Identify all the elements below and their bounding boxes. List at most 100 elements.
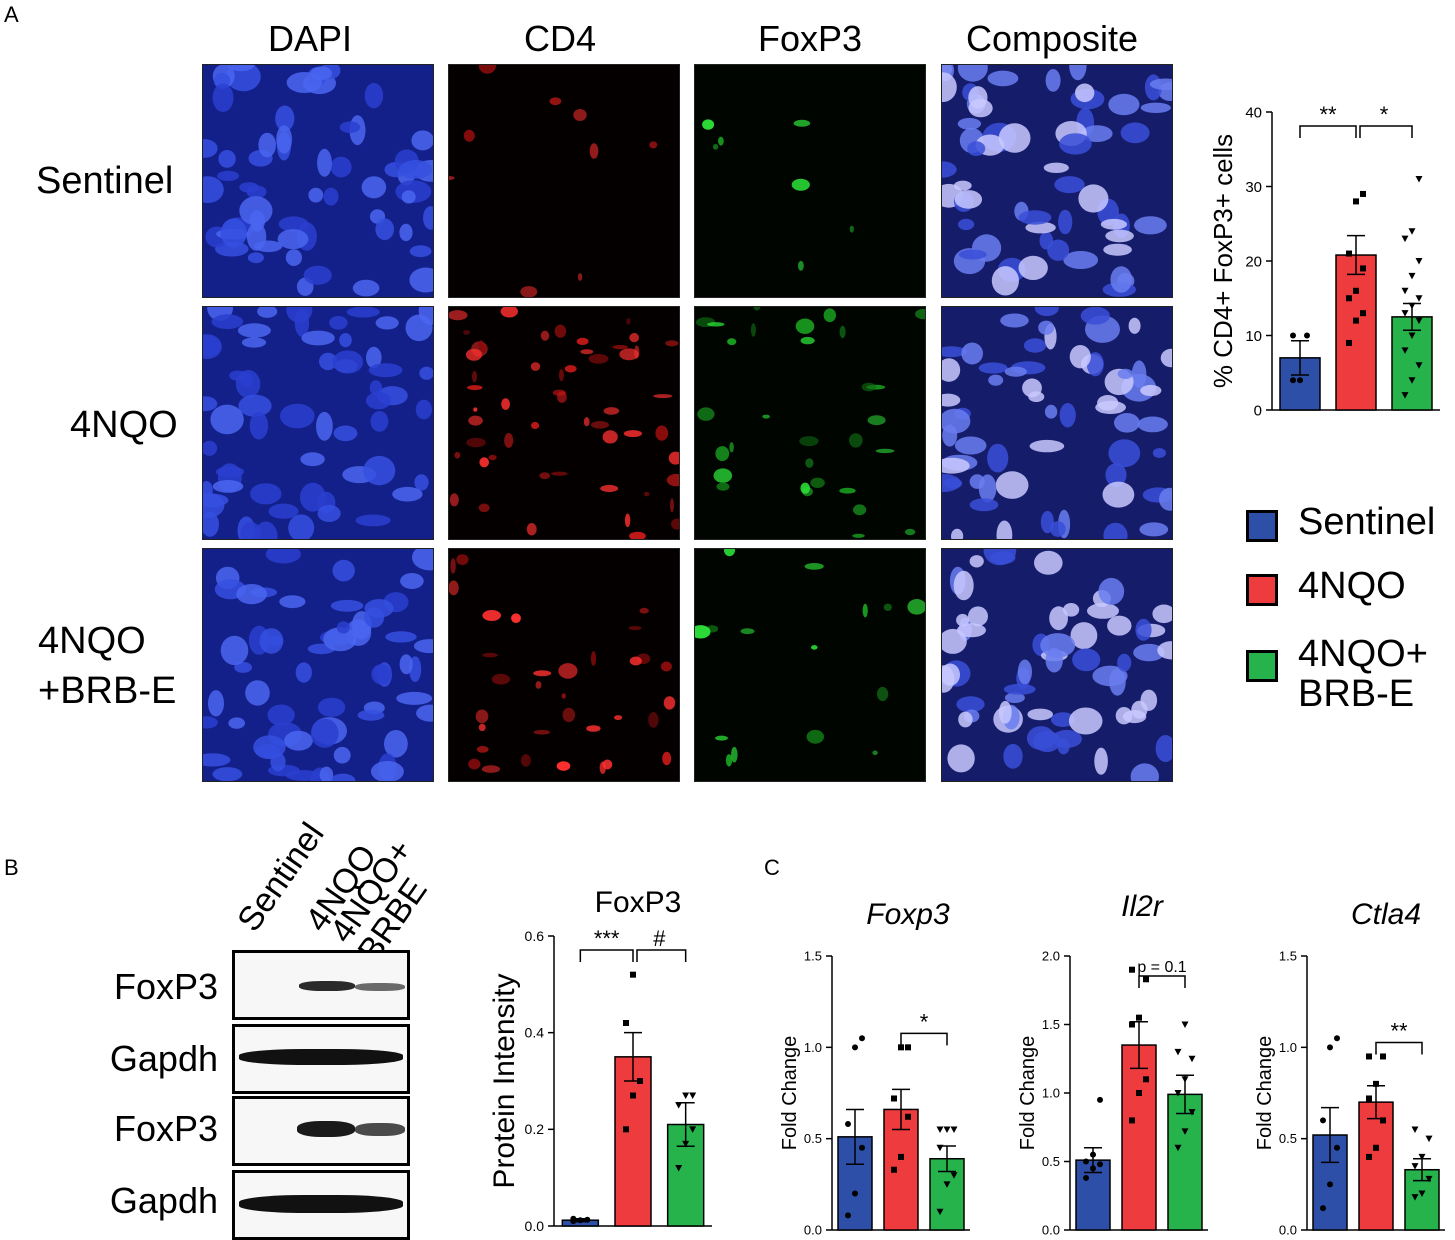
data-point	[1174, 1144, 1182, 1152]
data-point	[1425, 1135, 1433, 1143]
data-point	[1136, 1014, 1142, 1021]
bar-2	[1391, 316, 1433, 411]
data-point	[852, 1190, 858, 1197]
significance-bracket	[636, 949, 687, 962]
data-point	[1401, 235, 1409, 243]
data-point	[1401, 347, 1409, 354]
band	[299, 981, 355, 991]
legend-item-sentinel: Sentinel	[1246, 502, 1435, 542]
data-point	[1401, 287, 1409, 295]
bar-2	[1167, 1093, 1203, 1231]
data-point	[1174, 1048, 1182, 1056]
y-tick-label: 10	[1245, 328, 1262, 345]
data-point	[845, 1121, 851, 1128]
panel-label-b: B	[4, 855, 19, 880]
y-tick-label: 0.5	[1042, 1154, 1060, 1169]
band	[297, 1121, 355, 1137]
data-point	[637, 1078, 643, 1084]
data-point	[1327, 1044, 1333, 1051]
chart-title-ctla4-gene: Ctla4	[1350, 898, 1422, 931]
data-point	[936, 1126, 944, 1134]
data-point	[1346, 295, 1352, 302]
significance-bracket	[1138, 975, 1186, 988]
significance-bracket	[900, 1032, 948, 1046]
chart-foxp3-protein-intensity: 0.0 0.2 0.4 0.6 Protein Intensity *** #	[488, 926, 712, 1234]
data-point	[1320, 1117, 1326, 1124]
legend-swatch-4nqo-brbe	[1246, 650, 1278, 682]
data-point	[1418, 1153, 1426, 1161]
data-point	[891, 1095, 897, 1102]
data-point	[905, 1113, 911, 1120]
data-point	[1083, 1174, 1089, 1181]
micrograph-composite-row-2	[941, 306, 1173, 540]
data-point	[630, 1092, 636, 1099]
y-tick-label: 1.0	[804, 1040, 822, 1055]
data-point	[1181, 1021, 1189, 1028]
y-tick-label: 1.5	[1042, 1017, 1060, 1032]
data-point	[1408, 377, 1416, 384]
blot-gapdh-2	[232, 1170, 410, 1240]
micrograph-foxp3-row-2	[694, 306, 926, 540]
significance-bracket	[1375, 1041, 1423, 1055]
significance-label: ***	[594, 926, 620, 951]
data-point	[905, 1044, 911, 1051]
data-point	[1174, 1090, 1182, 1097]
y-axis-label: Fold Change	[779, 1036, 801, 1151]
data-point	[570, 1215, 577, 1222]
data-point	[1373, 1144, 1379, 1151]
data-point	[1320, 1205, 1326, 1212]
data-point	[1097, 1096, 1103, 1103]
data-point	[1327, 1181, 1333, 1188]
blot-foxp3-1	[232, 950, 410, 1020]
data-point	[1353, 317, 1359, 324]
bar-1	[614, 1056, 652, 1227]
data-point	[1380, 1117, 1386, 1124]
significance-label: p = 0.1	[1137, 959, 1186, 976]
y-tick-label: 1.5	[1279, 949, 1297, 964]
y-tick-label: 1.0	[1279, 1040, 1297, 1055]
y-axis-label: % CD4+ FoxP3+ cells	[1208, 134, 1238, 388]
panel-label-c: C	[764, 855, 780, 880]
data-point	[675, 1165, 683, 1172]
data-point	[1181, 1076, 1189, 1083]
bar-1	[1335, 254, 1377, 411]
data-point	[1408, 302, 1416, 310]
y-axis-label: Fold Change	[1254, 1036, 1276, 1151]
data-point	[1380, 1053, 1386, 1060]
y-tick-label: 2.0	[1042, 949, 1060, 964]
data-point	[859, 1035, 865, 1042]
panel-label-a: A	[4, 2, 19, 27]
data-point	[1360, 190, 1366, 197]
data-point	[682, 1092, 690, 1099]
data-point	[1366, 1095, 1372, 1102]
band	[239, 1049, 403, 1065]
data-point	[1188, 1055, 1196, 1063]
band	[355, 983, 405, 991]
blot-gapdh-1	[232, 1024, 410, 1094]
data-point	[1181, 1128, 1189, 1135]
data-point	[1366, 1153, 1372, 1160]
micrograph-cd4-row-1	[448, 64, 680, 298]
micrograph-foxp3-row-3	[694, 548, 926, 782]
legend-swatch-4nqo	[1246, 574, 1278, 606]
legend-item-4nqo: 4NQO	[1246, 566, 1406, 606]
data-point	[623, 1126, 629, 1133]
data-point	[1418, 1190, 1426, 1197]
data-point	[584, 1216, 591, 1223]
chart-title-il2r-gene: Il2r	[1121, 890, 1163, 923]
y-tick-label: 1.0	[1042, 1086, 1060, 1101]
significance-label: **	[1319, 102, 1337, 127]
data-point	[1334, 1144, 1340, 1151]
bar-1	[1358, 1101, 1394, 1231]
micrograph-dapi-row-3	[202, 548, 434, 782]
y-tick-label: 0.0	[804, 1223, 822, 1238]
data-point	[943, 1126, 951, 1134]
data-point	[689, 1126, 697, 1133]
data-point	[1290, 332, 1296, 339]
data-point	[623, 1020, 629, 1026]
data-point	[675, 1102, 683, 1109]
data-point	[1411, 1194, 1419, 1201]
data-point	[1353, 198, 1359, 205]
data-point	[1129, 966, 1135, 973]
data-point	[1415, 317, 1423, 325]
